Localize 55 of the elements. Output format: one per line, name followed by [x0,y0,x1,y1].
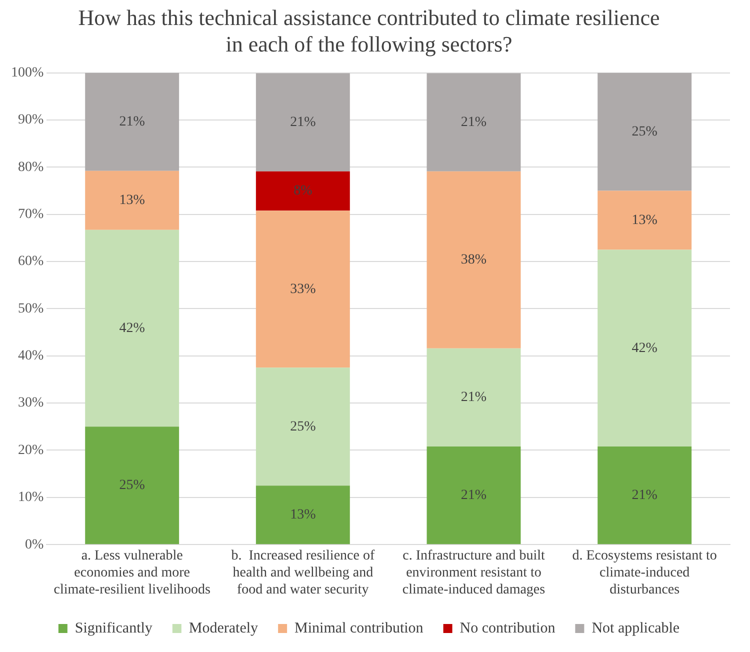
y-tick-label: 60% [18,254,44,270]
data-label: 21% [290,115,316,130]
data-label: 33% [290,282,316,297]
data-label: 13% [632,212,658,228]
bar [256,368,350,486]
x-tick-label: c. Infrastructure and built environment resistant to climate-induced damages [402,548,546,598]
bar [256,486,350,544]
bar [85,426,180,544]
data-label: 13% [290,508,316,523]
bar [256,210,350,368]
data-label: 21% [460,115,487,130]
y-tick-label: 30% [18,396,44,411]
data-label: 25% [119,478,146,494]
y-tick-label: 50% [18,301,44,316]
bar [598,190,692,250]
legend-label: Significantly [74,620,153,636]
legend-label: Minimal contribution [294,620,424,636]
y-tick-label: 0% [24,537,44,552]
data-label: 25% [632,124,658,140]
bar [598,250,692,446]
bar [85,230,180,427]
y-tick-label: 40% [18,348,44,364]
bar [598,72,692,191]
bar [426,171,521,348]
y-tick-label: 20% [18,442,44,458]
legend-label: Moderately [188,620,259,636]
bar [426,73,521,172]
chart-title: How has this technical assistance contributed to climate resilience in each of the following sectors? [78,4,660,56]
bar [85,170,180,230]
bar [426,348,521,446]
data-label: 21% [119,114,146,130]
bar [256,171,350,211]
data-label: 21% [460,390,487,406]
y-tick-label: 90% [18,112,44,128]
data-label: 42% [632,340,658,356]
legend-label: Not applicable [592,620,680,636]
y-tick-label: 80% [18,160,44,175]
data-label: 25% [290,419,316,434]
y-tick-label: 70% [18,207,44,222]
y-tick-label: 100% [10,65,44,80]
data-label: 38% [460,252,487,268]
bar [85,72,180,171]
data-label: 21% [632,488,658,503]
data-label: 42% [119,320,146,336]
x-tick-label: b. Increased resilience of health and wellbeing and food and water security [231,548,375,598]
bar [598,446,692,544]
y-tick-label: 10% [18,490,44,506]
bar [256,73,350,172]
bar [426,446,521,544]
x-tick-label: a. Less vulnerable economies and more climate-resilient livelihoods [54,548,210,598]
x-tick-label: d. Ecosystems resistant to climate-induced disturbances [572,548,717,598]
data-label: 8% [294,184,313,199]
legend-label: No contribution [460,620,556,636]
data-label: 21% [460,488,487,503]
data-label: 13% [119,193,146,208]
